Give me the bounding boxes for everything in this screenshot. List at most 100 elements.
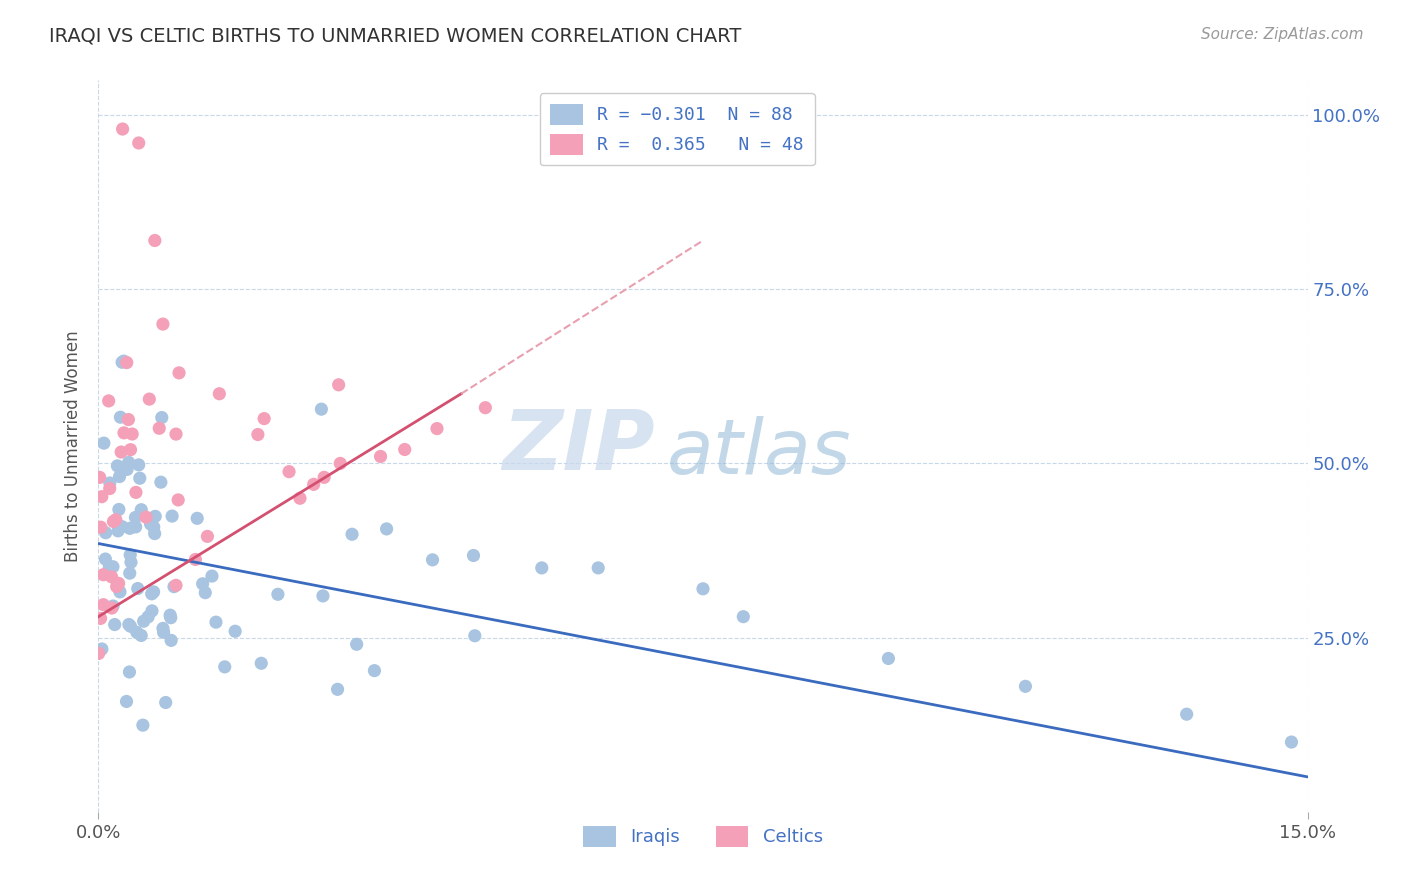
Point [143,526,166,541]
Point [530,561,553,575]
Point [90,520,112,534]
Point [167,492,190,507]
Point [128,136,150,150]
Point [120,555,142,569]
Point [101,559,124,574]
Point [107,524,129,538]
Point [118,665,141,679]
Point [311,402,333,417]
Point [103,515,125,529]
Point [250,657,273,671]
Point [94,525,117,540]
Point [112,354,135,368]
Point [208,386,231,401]
Point [120,548,142,562]
Point [110,445,132,459]
Point [152,625,174,640]
Point [141,604,163,618]
Point [253,411,276,425]
Point [152,621,174,635]
Point [118,617,141,632]
Point [132,718,155,732]
Point [302,477,325,491]
Point [94,552,117,566]
Point [105,580,128,594]
Point [326,682,349,697]
Point [89,470,111,484]
Point [148,421,170,435]
Point [152,317,174,331]
Point [422,553,444,567]
Point [101,601,124,615]
Point [121,427,143,442]
Point [186,511,208,525]
Point [363,664,385,678]
Point [267,587,290,601]
Point [104,513,127,527]
Point [165,578,187,592]
Point [205,615,228,629]
Point [1014,679,1036,693]
Point [1175,707,1198,722]
Point [329,457,352,471]
Point [128,471,150,485]
Point [149,475,172,490]
Point [312,589,335,603]
Point [586,561,609,575]
Point [474,401,496,415]
Point [142,520,165,534]
Point [165,427,187,442]
Point [160,509,183,524]
Point [197,529,219,543]
Point [91,567,114,582]
Point [117,412,139,426]
Point [394,442,416,457]
Point [464,629,486,643]
Text: Source: ZipAtlas.com: Source: ZipAtlas.com [1201,27,1364,42]
Point [159,608,181,623]
Point [100,570,122,584]
Point [108,469,131,483]
Point [136,609,159,624]
Point [346,637,368,651]
Point [101,599,124,613]
Point [159,610,181,624]
Point [370,450,392,464]
Text: IRAQI VS CELTIC BIRTHS TO UNMARRIED WOMEN CORRELATION CHART: IRAQI VS CELTIC BIRTHS TO UNMARRIED WOME… [49,27,741,45]
Point [150,410,173,425]
Point [141,587,163,601]
Point [115,462,138,476]
Point [167,366,190,380]
Point [98,475,121,490]
Point [90,642,112,657]
Point [877,651,900,665]
Point [112,425,135,440]
Point [90,611,112,625]
Point [107,458,129,473]
Point [132,614,155,628]
Legend: Iraqis, Celtics: Iraqis, Celtics [576,819,830,854]
Point [375,522,398,536]
Point [93,598,115,612]
Point [194,585,217,599]
Point [127,582,149,596]
Point [104,617,127,632]
Point [692,582,714,596]
Point [340,527,363,541]
Point [201,569,224,583]
Point [191,576,214,591]
Point [139,516,162,531]
Text: atlas: atlas [666,417,851,491]
Point [246,427,269,442]
Point [160,633,183,648]
Point [110,410,132,425]
Point [118,521,141,535]
Point [328,377,350,392]
Point [115,355,138,369]
Point [463,549,485,563]
Point [87,647,110,661]
Point [1281,735,1303,749]
Point [124,520,146,534]
Point [138,392,160,406]
Point [129,502,152,516]
